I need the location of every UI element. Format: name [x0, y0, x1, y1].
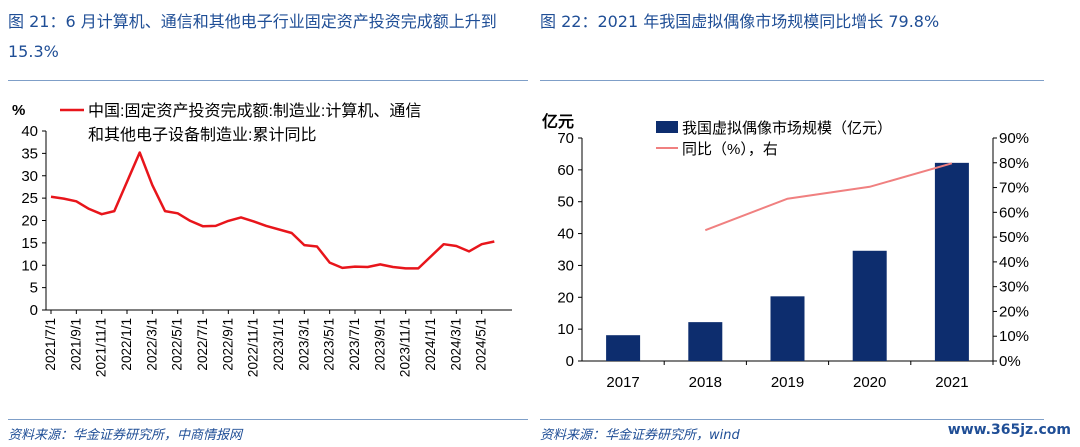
- x-tick-label: 2021/11/1: [94, 318, 109, 377]
- x-tick-label: 2022/5/1: [170, 318, 185, 371]
- x-tick-label: 2023/3/1: [296, 318, 311, 371]
- left-source-rule: [8, 419, 528, 420]
- y-tick-label: 20: [21, 213, 38, 230]
- watermark-text: www.365jz.com: [944, 422, 1074, 438]
- legend-label: 中国:固定资产投资完成额:制造业:计算机、通信和其他电子设备制造业:累计同比: [88, 101, 421, 144]
- y-left-tick-label: 10: [557, 321, 574, 338]
- x-tick-label: 2024/3/1: [448, 318, 463, 371]
- x-tick-label: 2024/1/1: [423, 318, 438, 371]
- y-tick-label: 5: [30, 280, 38, 297]
- legend-bar-swatch: [656, 121, 678, 133]
- right-panel: 图 22：2021 年我国虚拟偶像市场规模同比增长 79.8% 亿元 0 10 20 3…: [540, 0, 1080, 447]
- x-tick-label: 2021: [935, 374, 968, 391]
- x-tick-label: 2022/1/1: [119, 318, 134, 371]
- x-tick-label: 2022/9/1: [220, 318, 235, 371]
- x-tick-label: 2022/7/1: [195, 318, 210, 371]
- bar-2019: [770, 296, 805, 361]
- right-source-note: 资料来源：华金证券研究所，wind: [540, 428, 740, 443]
- y-tick-label: 15: [21, 235, 38, 252]
- bar-2017: [606, 335, 641, 361]
- y-axis-unit: 亿元: [542, 112, 574, 131]
- y-right-tick-label: 80%: [999, 155, 1029, 172]
- left-line-chart: % 0 5 10 15 20 25 30 35 40 2021/7/1 2021/9/1 2021/11…: [12, 101, 512, 377]
- x-tick-label: 2021/9/1: [68, 318, 83, 371]
- x-tick-label: 2022/11/1: [246, 318, 261, 377]
- left-source-note: 资料来源：华金证券研究所，中商情报网: [8, 428, 243, 443]
- y-right-tick-label: 50%: [999, 229, 1029, 246]
- right-combo-chart: 亿元 0 10 20 30 40 50 60 70 0% 10% 20% 30% 40% 50% 60% 70%…: [542, 112, 1029, 391]
- y-left-tick-label: 60: [557, 162, 574, 179]
- x-tick-label: 2017: [606, 374, 639, 391]
- series-line-electronics-investment: [50, 151, 495, 270]
- y-tick-label: 40: [21, 123, 38, 140]
- y-axis-unit: %: [12, 102, 25, 119]
- right-figure-title: 图 22：2021 年我国虚拟偶像市场规模同比增长 79.8%: [540, 12, 940, 31]
- x-tick-label: 2023/1/1: [271, 318, 286, 371]
- y-left-tick-label: 70: [557, 130, 574, 147]
- bar-2020: [852, 250, 887, 361]
- x-tick-label: 2023/9/1: [372, 318, 387, 371]
- y-tick-label: 35: [21, 145, 38, 162]
- left-figure-title: 图 21：6 月计算机、通信和其他电子行业固定资产投资完成额上升到 15.3%: [8, 12, 497, 61]
- x-tick-label: 2019: [771, 374, 804, 391]
- x-tick-label: 2018: [689, 374, 722, 391]
- y-tick-label: 30: [21, 168, 38, 185]
- legend-line-label: 同比（%），右: [682, 141, 778, 158]
- y-right-tick-label: 40%: [999, 254, 1029, 271]
- x-tick-label: 2020: [853, 374, 886, 391]
- left-title-rule: [8, 80, 528, 81]
- x-tick-label: 2024/5/1: [474, 318, 489, 371]
- series-line-yoy-growth: [704, 162, 953, 232]
- y-right-tick-label: 30%: [999, 279, 1029, 296]
- y-tick-label: 10: [21, 257, 38, 274]
- x-tick-label: 2023/11/1: [398, 318, 413, 377]
- y-right-tick-label: 60%: [999, 204, 1029, 221]
- y-left-tick-label: 40: [557, 226, 574, 243]
- x-tick-label: 2023/7/1: [347, 318, 362, 371]
- bar-2018: [688, 322, 723, 361]
- y-right-tick-label: 0%: [999, 353, 1021, 370]
- y-left-tick-label: 30: [557, 257, 574, 274]
- y-tick-label: 25: [21, 190, 38, 207]
- right-title-rule: [540, 80, 1044, 81]
- y-left-tick-label: 20: [557, 289, 574, 306]
- y-left-tick-label: 50: [557, 194, 574, 211]
- legend-bar-label: 我国虚拟偶像市场规模（亿元）: [682, 120, 892, 137]
- x-tick-label: 2023/5/1: [322, 318, 337, 371]
- y-right-tick-label: 90%: [999, 130, 1029, 147]
- y-right-tick-label: 10%: [999, 328, 1029, 345]
- y-tick-label: 0: [30, 302, 38, 319]
- right-source-rule: [540, 419, 1044, 420]
- bar-2021: [934, 162, 969, 361]
- y-left-tick-label: 0: [566, 353, 574, 370]
- left-panel: 图 21：6 月计算机、通信和其他电子行业固定资产投资完成额上升到 15.3% …: [8, 12, 528, 443]
- y-right-tick-label: 70%: [999, 180, 1029, 197]
- x-tick-label: 2021/7/1: [43, 318, 58, 371]
- x-tick-label: 2022/3/1: [144, 318, 159, 371]
- y-right-tick-label: 20%: [999, 303, 1029, 320]
